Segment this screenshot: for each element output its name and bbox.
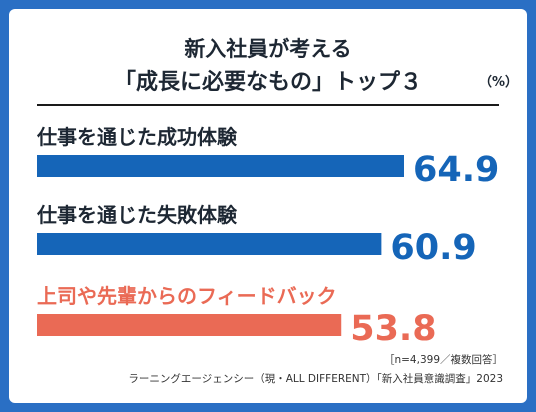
- value-label: 60.9: [390, 228, 476, 268]
- title-divider: [37, 104, 499, 106]
- chart-title-line2: 「成長に必要なもの」トップ３: [113, 70, 422, 95]
- bar: [37, 314, 342, 336]
- sample-note: ［n=4,399／複数回答］: [383, 354, 503, 366]
- unit-label: （%）: [479, 75, 519, 90]
- category-label: 上司や先輩からのフィードバック: [37, 284, 337, 308]
- source-note: ラーニングエージェンシー（現・ALL DIFFERENT）「新入社員意識調査」2…: [128, 373, 503, 385]
- value-label: 53.8: [350, 309, 436, 349]
- category-label: 仕事を通じた成功体験: [36, 125, 238, 149]
- value-label: 64.9: [413, 150, 499, 190]
- chart-frame: 新入社員が考える 「成長に必要なもの」トップ３ （%） ［n=4,399／複数回…: [9, 9, 527, 403]
- category-label: 仕事を通じた失敗体験: [36, 203, 238, 227]
- bar: [37, 233, 382, 255]
- chart-title-line1: 新入社員が考える: [184, 37, 352, 61]
- bar: [37, 155, 404, 177]
